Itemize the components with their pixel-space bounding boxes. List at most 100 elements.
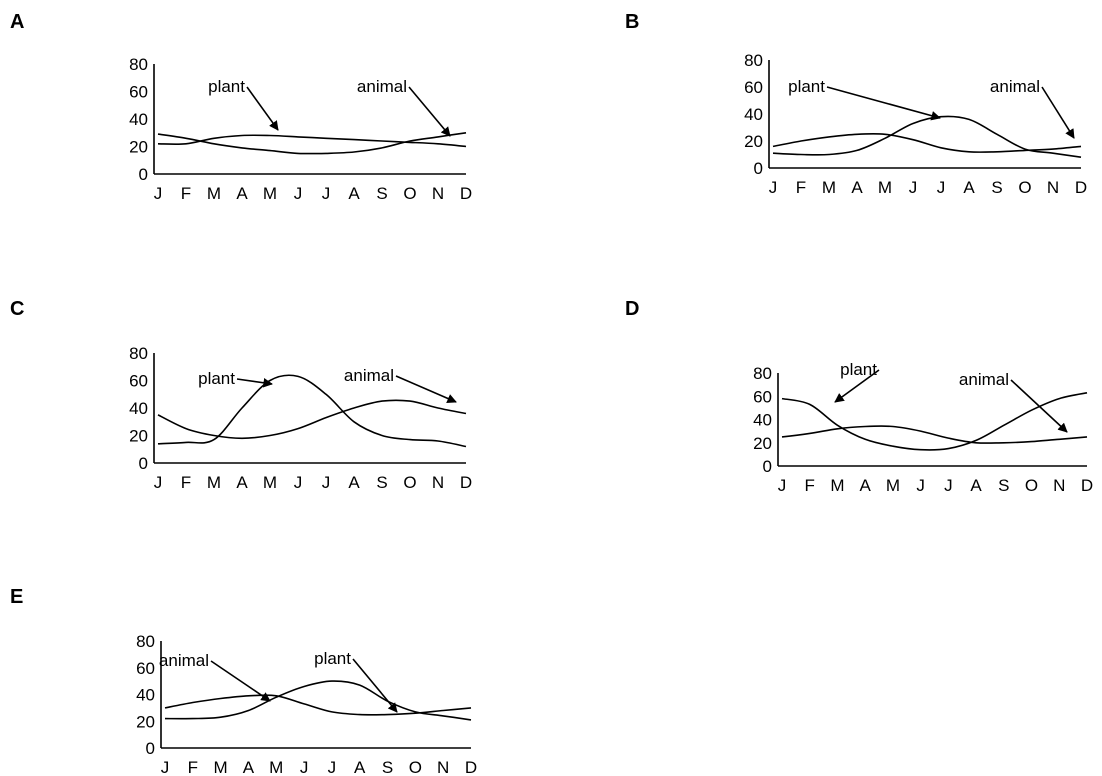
plant-annotation-label: plant bbox=[198, 369, 235, 388]
x-tick-label: A bbox=[851, 178, 863, 197]
animal-line bbox=[157, 132, 467, 155]
y-tick-label: 20 bbox=[744, 132, 763, 151]
x-tick-label: A bbox=[354, 758, 366, 776]
x-tick-label: M bbox=[822, 178, 836, 197]
x-tick-label: O bbox=[403, 184, 416, 203]
y-tick-label: 0 bbox=[139, 165, 148, 184]
x-tick-label: F bbox=[796, 178, 806, 197]
animal-annotation-arrow bbox=[408, 86, 451, 137]
plant-line bbox=[157, 134, 467, 148]
plant-annotation-arrow bbox=[826, 86, 941, 121]
x-tick-label: F bbox=[805, 476, 815, 495]
x-tick-label: J bbox=[944, 476, 953, 495]
y-tick-label: 20 bbox=[753, 434, 772, 453]
panel-letter-e: E bbox=[10, 586, 24, 608]
x-tick-label: A bbox=[236, 184, 248, 203]
y-tick-label: 40 bbox=[753, 411, 772, 430]
y-tick-label: 80 bbox=[136, 632, 155, 651]
y-tick-label: 80 bbox=[753, 364, 772, 383]
y-tick-label: 80 bbox=[129, 55, 148, 74]
x-tick-label: S bbox=[376, 184, 387, 203]
x-tick-label: J bbox=[916, 476, 925, 495]
x-tick-label: F bbox=[188, 758, 198, 776]
x-tick-label: M bbox=[207, 184, 221, 203]
x-tick-label: J bbox=[769, 178, 778, 197]
x-tick-label: J bbox=[154, 184, 163, 203]
x-tick-label: J bbox=[300, 758, 309, 776]
x-tick-label: S bbox=[382, 758, 393, 776]
x-tick-label: J bbox=[294, 184, 303, 203]
animal-annotation-arrow bbox=[1041, 86, 1075, 139]
panel-letter-d: D bbox=[625, 298, 640, 320]
panel-letter-a: A bbox=[10, 11, 25, 33]
x-tick-label: J bbox=[328, 758, 337, 776]
y-tick-label: 20 bbox=[129, 138, 148, 157]
x-tick-label: D bbox=[1075, 178, 1087, 197]
plant-annotation-label: plant bbox=[208, 77, 245, 96]
y-tick-label: 60 bbox=[129, 83, 148, 102]
x-tick-label: J bbox=[909, 178, 918, 197]
x-tick-label: N bbox=[437, 758, 449, 776]
y-tick-label: 40 bbox=[744, 105, 763, 124]
x-tick-label: A bbox=[970, 476, 982, 495]
x-tick-label: N bbox=[1053, 476, 1065, 495]
y-tick-label: 0 bbox=[139, 454, 148, 473]
x-tick-label: N bbox=[1047, 178, 1059, 197]
x-tick-label: M bbox=[263, 184, 277, 203]
y-tick-label: 0 bbox=[146, 739, 155, 758]
x-tick-label: D bbox=[465, 758, 477, 776]
x-tick-label: N bbox=[432, 184, 444, 203]
x-tick-label: D bbox=[460, 473, 472, 492]
y-tick-label: 60 bbox=[129, 372, 148, 391]
x-tick-label: O bbox=[403, 473, 416, 492]
animal-annotation-label: animal bbox=[159, 651, 209, 670]
x-tick-label: D bbox=[1081, 476, 1093, 495]
y-tick-label: 40 bbox=[136, 686, 155, 705]
x-tick-label: S bbox=[998, 476, 1009, 495]
x-tick-label: A bbox=[348, 184, 360, 203]
x-tick-label: O bbox=[409, 758, 422, 776]
x-tick-label: S bbox=[376, 473, 387, 492]
animal-annotation-arrow bbox=[210, 660, 271, 702]
x-tick-label: M bbox=[886, 476, 900, 495]
x-tick-label: J bbox=[161, 758, 170, 776]
animal-line bbox=[164, 694, 472, 716]
plant-annotation-label: plant bbox=[840, 360, 877, 379]
y-tick-label: 0 bbox=[763, 457, 772, 476]
y-tick-label: 40 bbox=[129, 110, 148, 129]
x-tick-label: J bbox=[294, 473, 303, 492]
plant-line bbox=[157, 374, 467, 448]
y-tick-label: 0 bbox=[754, 159, 763, 178]
animal-annotation-arrow bbox=[395, 375, 457, 403]
y-tick-label: 20 bbox=[136, 712, 155, 731]
animal-line bbox=[781, 425, 1088, 444]
animal-annotation-label: animal bbox=[357, 77, 407, 96]
y-tick-label: 40 bbox=[129, 399, 148, 418]
x-tick-label: A bbox=[243, 758, 255, 776]
animal-annotation-arrow bbox=[1010, 379, 1068, 433]
x-tick-label: A bbox=[236, 473, 248, 492]
x-tick-label: F bbox=[181, 184, 191, 203]
x-tick-label: A bbox=[860, 476, 872, 495]
plant-annotation-arrow bbox=[834, 369, 880, 403]
x-tick-label: M bbox=[207, 473, 221, 492]
x-tick-label: O bbox=[1025, 476, 1038, 495]
panel-letter-b: B bbox=[625, 11, 640, 33]
animal-line bbox=[157, 399, 467, 440]
panel-letter-c: C bbox=[10, 298, 25, 320]
x-tick-label: N bbox=[432, 473, 444, 492]
plant-annotation-label: plant bbox=[314, 649, 351, 668]
plant-annotation-label: plant bbox=[788, 77, 825, 96]
x-tick-label: M bbox=[269, 758, 283, 776]
x-tick-label: D bbox=[460, 184, 472, 203]
animal-line bbox=[772, 132, 1082, 153]
y-tick-label: 60 bbox=[136, 659, 155, 678]
plant-line bbox=[781, 392, 1088, 451]
plant-annotation-arrow bbox=[246, 86, 279, 131]
plant-annotation-arrow bbox=[236, 378, 273, 388]
animal-annotation-label: animal bbox=[990, 77, 1040, 96]
